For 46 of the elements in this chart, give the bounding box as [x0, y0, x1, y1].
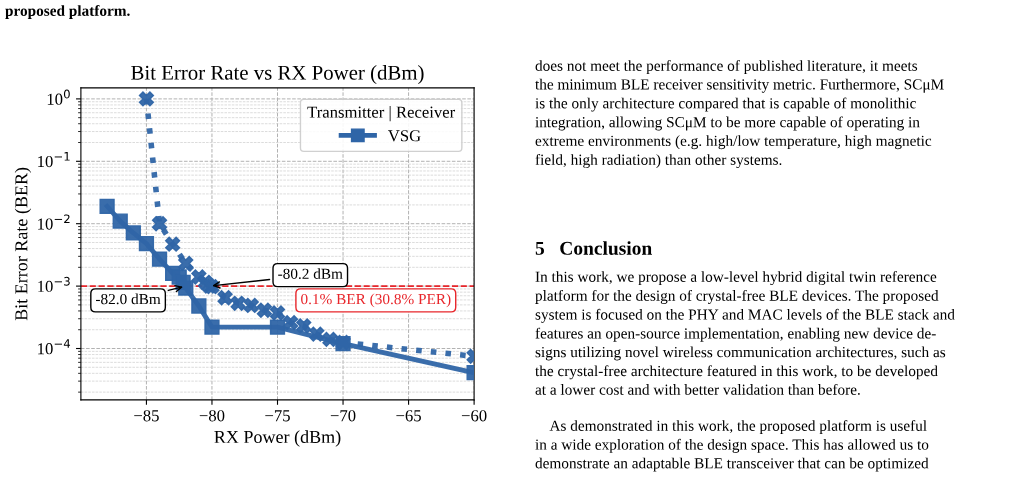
point: [112, 213, 128, 229]
point: [269, 305, 286, 321]
text: proposed platform.: [5, 4, 130, 20]
y-axis-title: Bit Error Rate (BER): [14, 167, 32, 321]
text: In this work, we propose a low-level hybrid digital twin reference platform for the design of crystal-free BLE devices. The proposed system is focused on the PHY and MAC levels of the BLE stack and features an open-source implementation, enabling new device de- signs utilizing novel wireless communication architectures, such as the crystal-free architecture featured in this work, to be developed at a lower cost and with better validation than before.: [535, 271, 955, 395]
point: [151, 216, 168, 232]
point: [309, 326, 325, 342]
y-tick-label: 10$^{0}$: [47, 89, 70, 105]
point: [138, 91, 155, 107]
text: does not meet the performance of published literature, it meets the minimum BLE receiver sensitivity metric. Furthermore, SCμM is the only architecture compared that is capable of monolithic integration, allowing SCμM to be more capable of operating in extreme environments (e.g. high/low temperature, high magnetic field, high radiation) than other systems.: [535, 60, 944, 169]
text: As demonstrated in this work, the proposed platform is useful in a wide exploration of the design space. This has allowed us to demonstrate an adaptable BLE transceiver that can be optimized: [535, 420, 929, 472]
legend-label: VSG: [388, 130, 421, 142]
annotation: -80.2 dBm: [278, 268, 343, 280]
point: [138, 235, 155, 252]
point: [191, 298, 207, 314]
text: 5 Conclusion: [535, 241, 652, 255]
point: [204, 319, 220, 335]
point: [296, 318, 312, 334]
point: [178, 255, 194, 272]
point: [125, 225, 141, 241]
y-tick-label: 10$^{−1}$: [38, 152, 70, 168]
y-tick-label: 10$^{−4}$: [38, 339, 71, 355]
annotation: -82.0 dBm: [95, 293, 161, 305]
point: [151, 251, 168, 267]
point: [230, 295, 246, 311]
x-tick-label: −65: [396, 410, 421, 422]
point: [256, 302, 273, 318]
ref-line-label: 0.1% BER (30.8% PER): [301, 293, 451, 308]
point: [282, 314, 299, 331]
point: [322, 331, 338, 348]
legend-title: Transmitter | Receiver: [307, 106, 456, 122]
point: [165, 236, 181, 252]
point: [217, 290, 233, 306]
x-tick-label: −60: [461, 410, 487, 422]
y-tick-label: 10$^{−3}$: [38, 276, 70, 293]
point: [269, 319, 286, 335]
x-tick-label: −70: [330, 410, 356, 422]
x-tick-label: −80: [199, 410, 225, 422]
x-tick-label: −75: [265, 410, 290, 422]
point: [243, 297, 259, 314]
point: [178, 280, 194, 296]
x-tick-label: −85: [134, 410, 159, 422]
chart-title: Bit Error Rate vs RX Power (dBm): [131, 65, 424, 85]
x-axis-title: RX Power (dBm): [214, 430, 341, 447]
point: [99, 198, 115, 214]
y-tick-label: 10$^{−2}$: [38, 214, 70, 230]
